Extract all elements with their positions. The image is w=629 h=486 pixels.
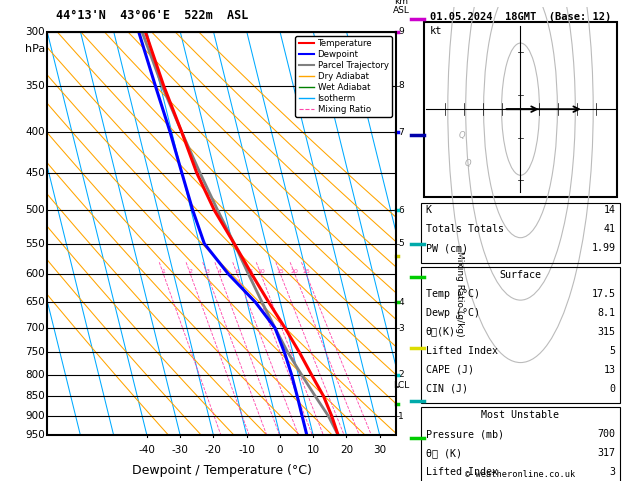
Text: CIN (J): CIN (J) (426, 383, 468, 394)
Text: km
ASL: km ASL (393, 0, 409, 16)
Text: 650: 650 (25, 297, 45, 307)
Text: 10: 10 (257, 269, 265, 274)
Bar (421, 203, 620, 263)
Text: 4: 4 (217, 269, 221, 274)
Text: 700: 700 (25, 323, 45, 333)
Text: Temp (°C): Temp (°C) (426, 289, 480, 299)
Text: 14: 14 (603, 206, 615, 215)
Text: 6: 6 (235, 269, 239, 274)
Text: 10: 10 (306, 445, 320, 455)
Bar (421, 407, 620, 486)
Text: 7: 7 (398, 128, 404, 137)
Text: 9: 9 (398, 27, 404, 36)
Text: 400: 400 (25, 127, 45, 137)
Text: 450: 450 (25, 169, 45, 178)
Text: 6: 6 (398, 206, 404, 215)
Text: 800: 800 (25, 370, 45, 380)
Text: 550: 550 (25, 239, 45, 249)
Text: 3: 3 (205, 269, 209, 274)
Text: 8: 8 (398, 81, 404, 90)
Text: Pressure (mb): Pressure (mb) (426, 429, 504, 439)
Text: 41: 41 (603, 225, 615, 234)
Text: 317: 317 (598, 448, 615, 458)
Bar (423, 21, 618, 197)
Text: Q: Q (464, 159, 471, 168)
Bar (421, 267, 620, 403)
Text: 13: 13 (603, 364, 615, 375)
Text: θᴇ (K): θᴇ (K) (426, 448, 462, 458)
Text: 950: 950 (25, 430, 45, 440)
Text: -40: -40 (138, 445, 155, 455)
Text: -20: -20 (205, 445, 222, 455)
Text: kt: kt (430, 26, 442, 36)
Text: -10: -10 (238, 445, 255, 455)
Text: 300: 300 (25, 27, 45, 36)
Text: Totals Totals: Totals Totals (426, 225, 504, 234)
Text: 01.05.2024  18GMT  (Base: 12): 01.05.2024 18GMT (Base: 12) (430, 12, 611, 22)
Text: Dewp (°C): Dewp (°C) (426, 308, 480, 318)
Text: hPa: hPa (25, 44, 46, 53)
Text: 15: 15 (277, 269, 284, 274)
Text: θᴇ(K): θᴇ(K) (426, 327, 455, 337)
Text: 1.99: 1.99 (591, 243, 615, 253)
Text: PW (cm): PW (cm) (426, 243, 468, 253)
Text: Dewpoint / Temperature (°C): Dewpoint / Temperature (°C) (132, 464, 311, 477)
Text: 4: 4 (398, 297, 404, 307)
Text: 20: 20 (340, 445, 353, 455)
Text: 600: 600 (25, 269, 45, 279)
Text: 8: 8 (248, 269, 252, 274)
Text: Q: Q (458, 131, 465, 140)
Text: 0: 0 (610, 383, 615, 394)
Text: 20: 20 (291, 269, 299, 274)
Text: K: K (426, 206, 431, 215)
Text: 5: 5 (610, 346, 615, 356)
Text: 900: 900 (25, 411, 45, 421)
Text: 8.1: 8.1 (598, 308, 615, 318)
Text: 3: 3 (398, 324, 404, 332)
Text: 0: 0 (277, 445, 283, 455)
Text: Lifted Index: Lifted Index (426, 467, 498, 477)
Text: 17.5: 17.5 (591, 289, 615, 299)
Text: 700: 700 (598, 429, 615, 439)
Text: 30: 30 (373, 445, 386, 455)
Text: 1: 1 (162, 269, 165, 274)
Text: 3: 3 (610, 467, 615, 477)
Text: 315: 315 (598, 327, 615, 337)
Text: 25: 25 (303, 269, 310, 274)
Legend: Temperature, Dewpoint, Parcel Trajectory, Dry Adiabat, Wet Adiabat, Isotherm, Mi: Temperature, Dewpoint, Parcel Trajectory… (295, 36, 392, 117)
Text: CAPE (J): CAPE (J) (426, 364, 474, 375)
Text: 500: 500 (25, 206, 45, 215)
Text: 350: 350 (25, 81, 45, 90)
Text: 1: 1 (398, 412, 404, 420)
Text: LCL: LCL (393, 381, 409, 390)
Text: 850: 850 (25, 391, 45, 401)
Text: 44°13'N  43°06'E  522m  ASL: 44°13'N 43°06'E 522m ASL (56, 9, 248, 21)
Text: 750: 750 (25, 347, 45, 357)
Text: 2: 2 (189, 269, 192, 274)
Text: Surface: Surface (499, 270, 542, 280)
Text: 5: 5 (398, 239, 404, 248)
Text: © weatheronline.co.uk: © weatheronline.co.uk (465, 470, 576, 479)
Text: 2: 2 (398, 370, 404, 380)
Text: Most Unstable: Most Unstable (481, 410, 560, 420)
Text: Lifted Index: Lifted Index (426, 346, 498, 356)
Text: Mixing Ratio (g/kg): Mixing Ratio (g/kg) (455, 251, 464, 337)
Text: -30: -30 (172, 445, 189, 455)
